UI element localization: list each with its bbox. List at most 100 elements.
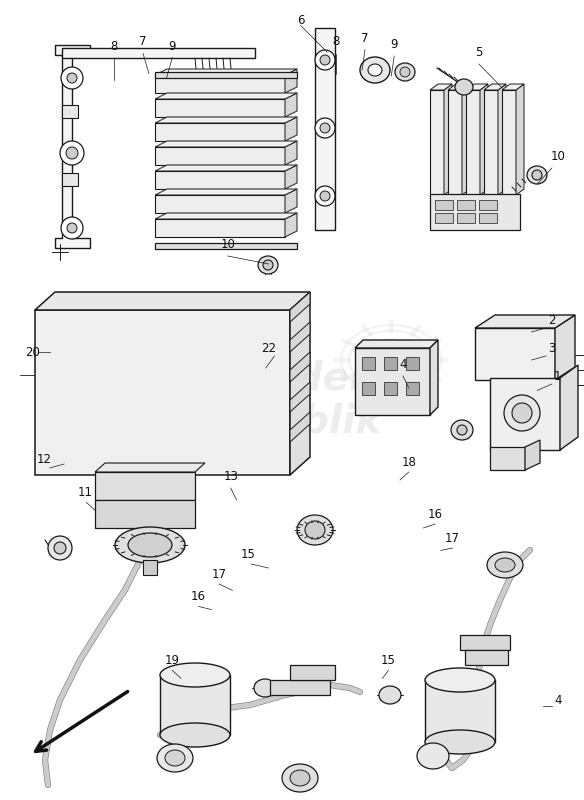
Text: 2: 2 <box>548 314 555 326</box>
Polygon shape <box>155 93 297 99</box>
Ellipse shape <box>290 770 310 786</box>
Text: 4: 4 <box>554 694 561 706</box>
Polygon shape <box>479 200 497 210</box>
Polygon shape <box>362 382 375 395</box>
Text: 10: 10 <box>220 238 235 250</box>
Ellipse shape <box>495 558 515 572</box>
Polygon shape <box>285 93 297 117</box>
Polygon shape <box>430 340 438 415</box>
Polygon shape <box>155 243 297 249</box>
Ellipse shape <box>379 686 401 704</box>
Ellipse shape <box>165 750 185 766</box>
Text: 16: 16 <box>427 508 443 521</box>
Ellipse shape <box>320 55 330 65</box>
Polygon shape <box>435 213 453 223</box>
Text: 8: 8 <box>332 35 339 48</box>
Ellipse shape <box>160 663 230 687</box>
Ellipse shape <box>54 542 66 554</box>
Text: 4: 4 <box>399 358 406 370</box>
Bar <box>425 680 495 742</box>
Polygon shape <box>155 147 285 165</box>
Text: 16: 16 <box>191 590 206 602</box>
Polygon shape <box>285 189 297 213</box>
Polygon shape <box>155 189 297 195</box>
Polygon shape <box>285 117 297 141</box>
Ellipse shape <box>315 118 335 138</box>
Polygon shape <box>62 48 255 58</box>
Ellipse shape <box>60 141 84 165</box>
Polygon shape <box>444 84 452 195</box>
Ellipse shape <box>417 743 449 769</box>
Polygon shape <box>525 440 540 470</box>
Polygon shape <box>155 75 285 93</box>
Polygon shape <box>155 72 297 78</box>
Polygon shape <box>290 292 310 322</box>
Ellipse shape <box>263 260 273 270</box>
Text: 17: 17 <box>445 532 460 545</box>
Text: 7: 7 <box>361 32 369 45</box>
Polygon shape <box>384 382 397 395</box>
Polygon shape <box>430 194 520 230</box>
Ellipse shape <box>254 679 276 697</box>
Text: 13: 13 <box>223 470 238 482</box>
Polygon shape <box>406 382 419 395</box>
Polygon shape <box>490 447 525 470</box>
Text: 17: 17 <box>211 568 227 581</box>
Polygon shape <box>155 69 297 75</box>
Polygon shape <box>285 165 297 189</box>
Ellipse shape <box>61 217 83 239</box>
Polygon shape <box>155 99 285 117</box>
Polygon shape <box>155 165 297 171</box>
Polygon shape <box>460 635 510 650</box>
Text: 22: 22 <box>261 342 276 354</box>
Polygon shape <box>355 348 430 415</box>
Polygon shape <box>285 141 297 165</box>
Ellipse shape <box>400 67 410 77</box>
Ellipse shape <box>128 533 172 557</box>
Text: 12: 12 <box>36 454 51 466</box>
Polygon shape <box>95 500 195 528</box>
Ellipse shape <box>315 186 335 206</box>
Ellipse shape <box>395 63 415 81</box>
Text: 19: 19 <box>165 654 180 666</box>
Polygon shape <box>435 200 453 210</box>
Polygon shape <box>155 219 285 237</box>
Ellipse shape <box>455 79 473 95</box>
Polygon shape <box>498 84 506 195</box>
Polygon shape <box>290 412 310 442</box>
Ellipse shape <box>504 395 540 431</box>
Polygon shape <box>62 105 78 118</box>
Text: 20: 20 <box>25 346 40 358</box>
Polygon shape <box>290 382 310 412</box>
Ellipse shape <box>512 403 532 423</box>
Polygon shape <box>285 69 297 93</box>
Polygon shape <box>462 84 470 195</box>
Polygon shape <box>155 213 297 219</box>
Polygon shape <box>448 90 462 195</box>
Polygon shape <box>290 292 310 475</box>
Text: onderdelen
republik: onderdelen republik <box>167 359 417 441</box>
Ellipse shape <box>320 191 330 201</box>
Polygon shape <box>430 90 444 195</box>
Ellipse shape <box>527 166 547 184</box>
Ellipse shape <box>487 552 523 578</box>
Text: 5: 5 <box>475 46 482 58</box>
Text: 9: 9 <box>391 38 398 50</box>
Bar <box>160 675 230 735</box>
Polygon shape <box>315 28 335 230</box>
Ellipse shape <box>67 73 77 83</box>
Ellipse shape <box>157 744 193 772</box>
Polygon shape <box>155 195 285 213</box>
Polygon shape <box>466 84 488 90</box>
Polygon shape <box>143 560 157 575</box>
Polygon shape <box>465 650 508 665</box>
Text: 18: 18 <box>401 456 416 469</box>
Ellipse shape <box>160 723 230 747</box>
Polygon shape <box>290 322 310 352</box>
Polygon shape <box>457 200 475 210</box>
Polygon shape <box>384 357 397 370</box>
Polygon shape <box>448 84 470 90</box>
Polygon shape <box>62 173 78 186</box>
Polygon shape <box>35 310 290 475</box>
Polygon shape <box>560 365 578 450</box>
